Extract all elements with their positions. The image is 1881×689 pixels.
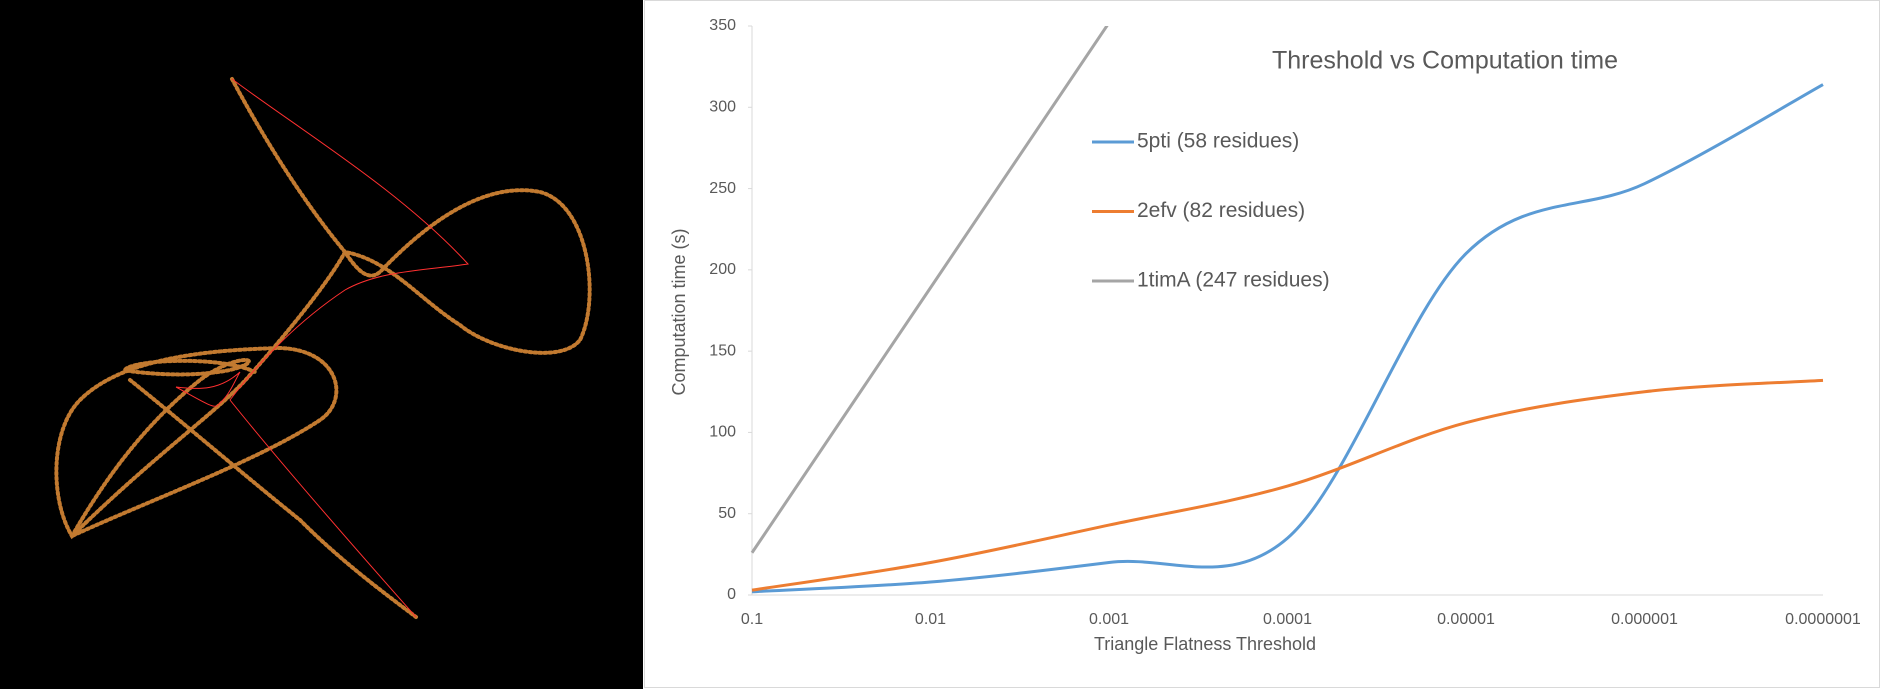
x-tick-label: 0.0000001 <box>1785 611 1861 628</box>
x-axis-label: Triangle Flatness Threshold <box>1094 634 1316 654</box>
legend-label: 1timA (247 residues) <box>1137 269 1330 292</box>
x-tick-label: 0.01 <box>915 611 946 628</box>
series-line <box>751 378 1824 592</box>
x-tick-label: 0.000001 <box>1611 611 1678 628</box>
protein-render <box>54 77 592 619</box>
y-tick-label: 300 <box>709 99 736 116</box>
chart-panel <box>644 0 1880 688</box>
legend-label: 2efv (82 residues) <box>1137 199 1305 222</box>
y-axis-label: Computation time (s) <box>669 228 689 395</box>
x-tick-label: 0.00001 <box>1437 611 1495 628</box>
plot-area <box>750 26 1824 594</box>
y-tick-label: 0 <box>727 586 736 603</box>
y-tick-label: 150 <box>709 342 736 359</box>
x-tick-label: 0.1 <box>741 611 763 628</box>
render-panel <box>0 0 643 689</box>
y-tick-label: 350 <box>709 17 736 34</box>
x-tick-label: 0.0001 <box>1263 611 1312 628</box>
y-tick-label: 50 <box>718 505 736 522</box>
y-tick-label: 250 <box>709 180 736 197</box>
chart-title: Threshold vs Computation time <box>1272 47 1618 75</box>
x-tick-label: 0.001 <box>1089 611 1129 628</box>
legend-label: 5pti (58 residues) <box>1137 130 1299 153</box>
series-line <box>751 83 1824 594</box>
y-tick-label: 100 <box>709 424 736 441</box>
series-line <box>750 26 1109 554</box>
y-tick-label: 200 <box>709 261 736 278</box>
